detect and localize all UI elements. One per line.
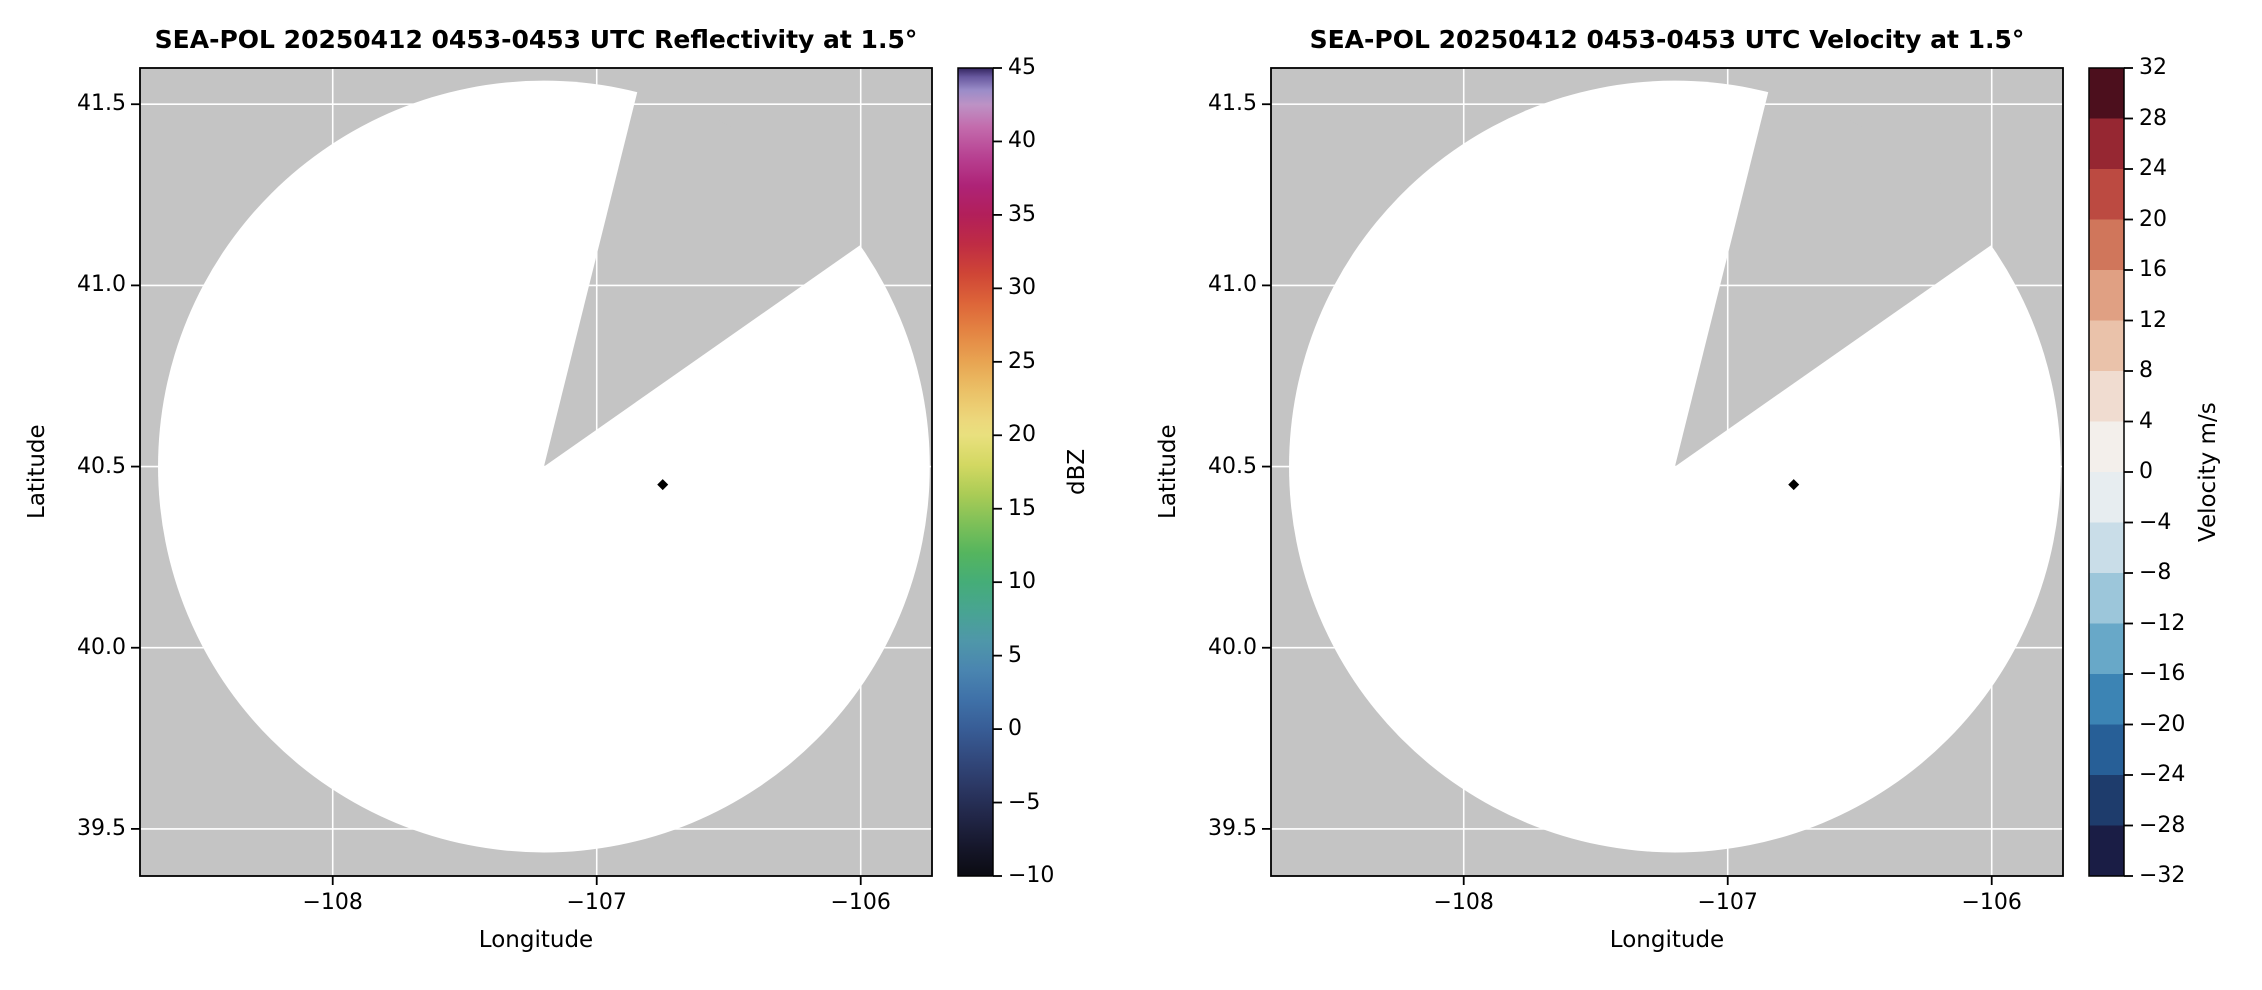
colorbar-tick-label: 20 (1008, 422, 1036, 448)
colorbar-tick-label: 32 (2139, 55, 2167, 80)
x-axis-label: Longitude (1609, 927, 1725, 953)
colorbar-segment (2089, 68, 2124, 119)
colorbar-tick-label: 5 (1008, 642, 1022, 668)
colorbar-segment (2089, 522, 2124, 573)
colorbar-tick-label: 20 (2139, 206, 2167, 232)
y-tick-label: 41.5 (1208, 91, 1257, 117)
colorbar-tick-label: 0 (2139, 459, 2153, 484)
colorbar-tick-label: 28 (2139, 105, 2167, 131)
x-tick-label: −107 (1697, 890, 1758, 915)
colorbar-tick-label: 8 (2139, 358, 2153, 383)
colorbar-segment (2089, 270, 2124, 321)
colorbar-tick-label: −32 (2139, 863, 2186, 888)
colorbar-segment (2089, 674, 2124, 725)
colorbar-tick-label: 10 (1008, 569, 1036, 595)
colorbar-segment (2089, 219, 2124, 270)
site-location-marker (657, 479, 669, 491)
colorbar-frame (957, 67, 994, 877)
colorbar-segment (2089, 169, 2124, 220)
colorbar-segment (2089, 371, 2124, 422)
panel-velocity: SEA-POL 20250412 0453-0453 UTC Velocity … (1131, 0, 2262, 990)
colorbar-tick-label: 40 (1008, 128, 1036, 154)
colorbar-segment (2089, 118, 2124, 169)
colorbar-segment (2089, 724, 2124, 775)
colorbar-tick-label: −24 (2139, 762, 2186, 787)
colorbar-tick-label: −16 (2139, 661, 2186, 686)
y-tick-label: 40.5 (1208, 453, 1257, 479)
colorbar-tick-label: 30 (1008, 275, 1036, 301)
x-axis-label: Longitude (478, 927, 594, 953)
y-tick-label: 41.0 (1208, 272, 1257, 298)
blocked-sector-wedge (1674, 90, 1993, 467)
colorbar-segment (2089, 573, 2124, 624)
panel-title: SEA-POL 20250412 0453-0453 UTC Reflectiv… (154, 25, 918, 54)
colorbar-tick-label: −20 (2139, 711, 2186, 737)
site-location-marker (1788, 479, 1800, 491)
colorbar-tick-label: 35 (1008, 201, 1036, 227)
blocked-sector-wedge (543, 90, 862, 467)
x-tick-label: −108 (302, 890, 363, 915)
colorbar-tick-label: −28 (2139, 812, 2186, 838)
y-tick-label: 39.5 (1208, 815, 1257, 841)
velocity-ppi-plot (1262, 67, 2133, 885)
colorbar-tick-label: 16 (2139, 257, 2167, 282)
colorbar-tick-label: −12 (2139, 610, 2186, 636)
panel-title: SEA-POL 20250412 0453-0453 UTC Velocity … (1309, 25, 2025, 54)
colorbar-segment (2089, 320, 2124, 371)
colorbar-segment (2089, 421, 2124, 472)
colorbar-tick-label: 12 (2139, 307, 2167, 333)
x-tick-label: −108 (1433, 890, 1494, 915)
colorbar-tick-label: 24 (2139, 156, 2167, 181)
y-tick-label: 40.0 (1208, 634, 1257, 660)
x-tick-label: −107 (566, 890, 627, 915)
colorbar-tick-label: −8 (2139, 560, 2172, 585)
reflectivity-ppi-plot (131, 67, 1002, 885)
y-tick-label: 40.0 (77, 634, 126, 660)
panel-reflectivity: SEA-POL 20250412 0453-0453 UTC Reflectiv… (24, 25, 1090, 953)
y-tick-label: 41.5 (77, 91, 126, 117)
y-tick-label: 39.5 (77, 815, 126, 841)
colorbar-tick-label: 0 (1008, 716, 1022, 742)
colorbar-tick-label: −10 (1008, 863, 1055, 888)
colorbar-segment (2089, 472, 2124, 523)
colorbar-tick-label: 4 (2139, 408, 2153, 434)
x-tick-label: −106 (830, 890, 891, 915)
colorbar-tick-label: 45 (1008, 55, 1036, 80)
y-tick-label: 40.5 (77, 453, 126, 479)
y-tick-label: 41.0 (77, 272, 126, 298)
colorbar-label: dBZ (1064, 448, 1090, 496)
colorbar-tick-label: 15 (1008, 495, 1036, 521)
x-tick-label: −106 (1961, 890, 2022, 915)
colorbar-tick-label: −5 (1008, 789, 1041, 815)
colorbar-segment (2089, 775, 2124, 826)
colorbar-segment (2089, 825, 2124, 876)
colorbar-tick-label: −4 (2139, 509, 2172, 535)
colorbar-gradient (958, 68, 993, 876)
plot-frame (1270, 67, 2064, 877)
colorbar-segment (2089, 623, 2124, 674)
colorbar-label: Velocity m/s (2195, 402, 2221, 542)
plot-frame (139, 67, 933, 877)
colorbar-tick-label: 25 (1008, 348, 1036, 374)
